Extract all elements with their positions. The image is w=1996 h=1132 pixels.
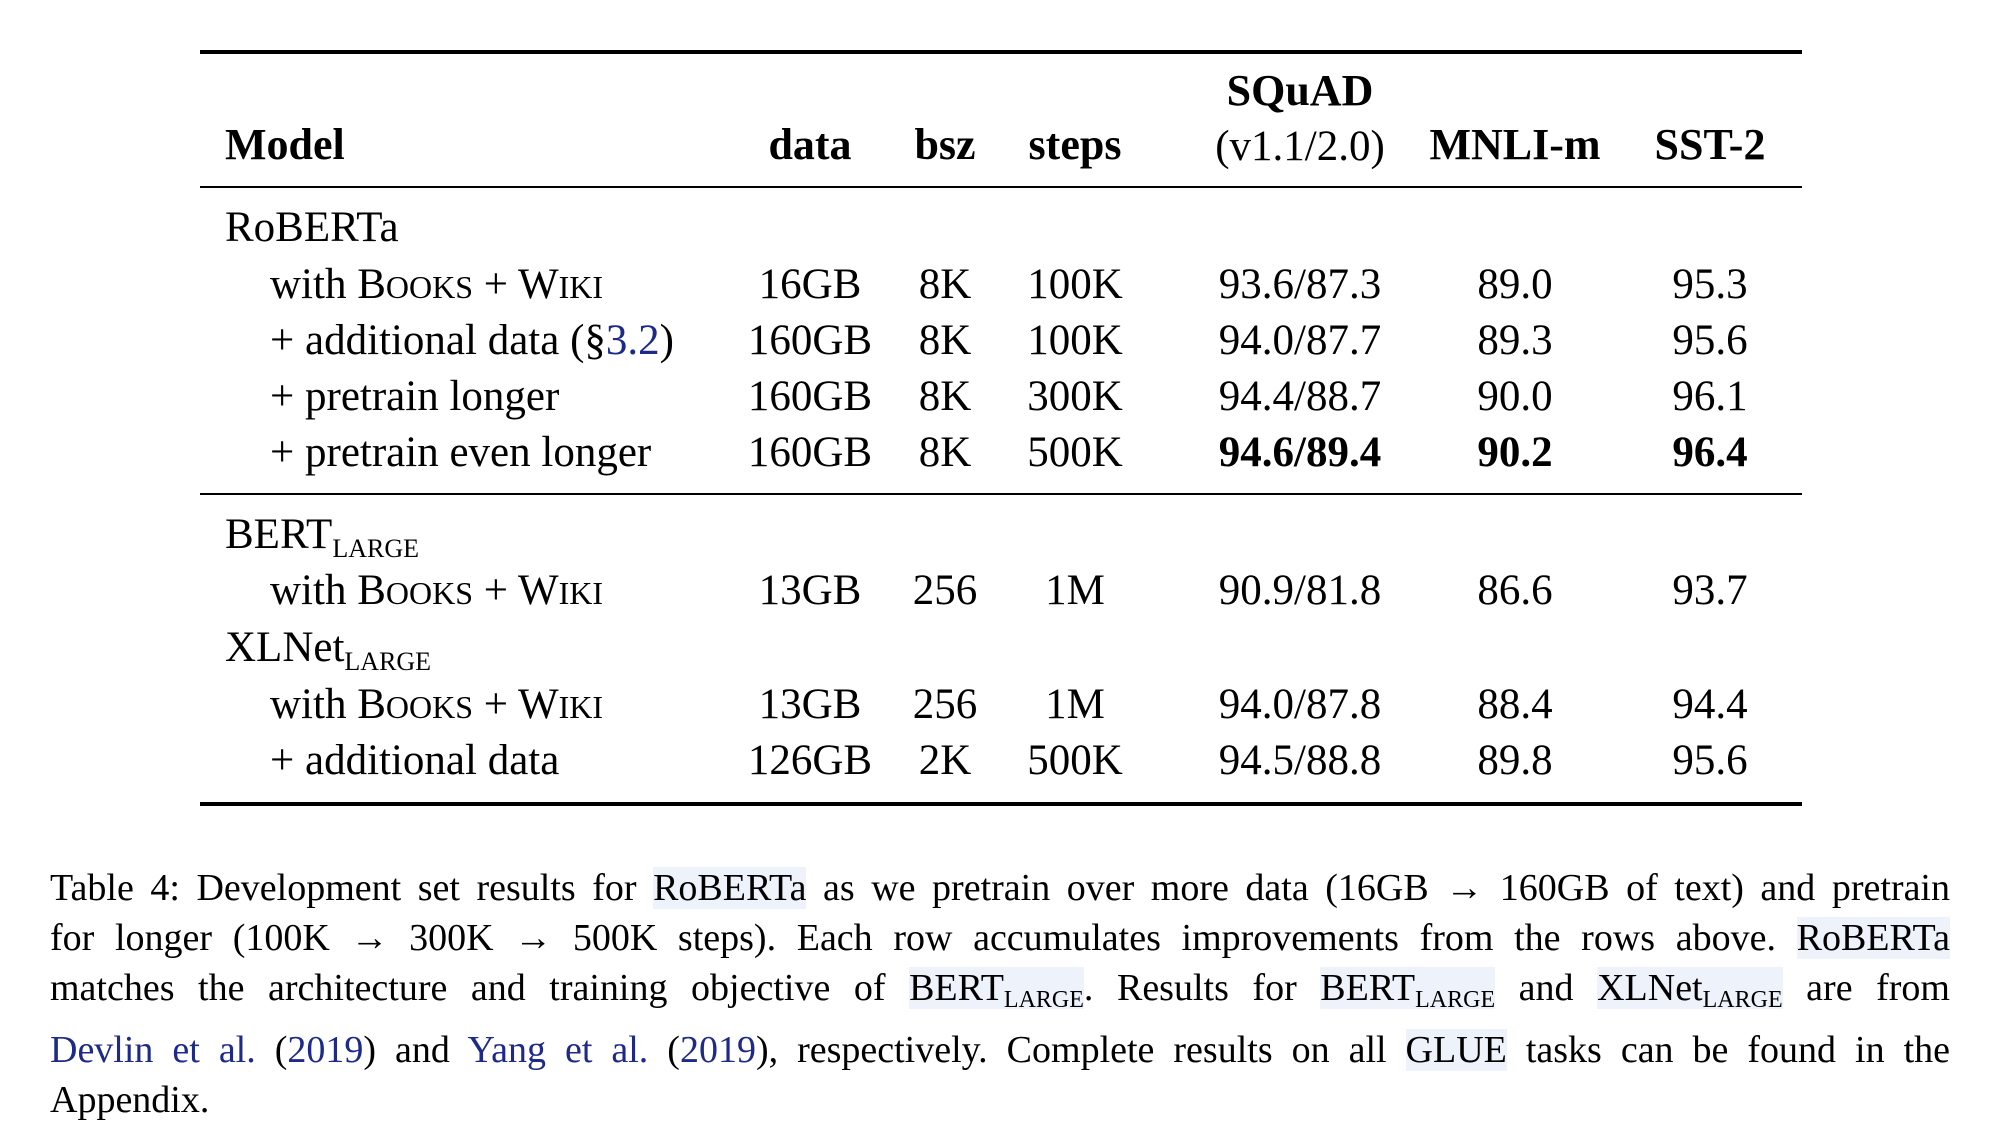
cell-steps: 100K (1027, 261, 1123, 308)
caption-line: matches the architecture and training ob… (50, 967, 1950, 1013)
header-squad: SQuAD (1226, 66, 1374, 115)
cell-data: 160GB (747, 317, 873, 364)
row-model: + pretrain longer (270, 373, 560, 420)
cell-sst: 96.1 (1672, 373, 1748, 420)
cell-bsz: 8K (918, 373, 972, 420)
cell-squad: 94.0/87.8 (1218, 681, 1382, 728)
header-data: data (768, 120, 852, 169)
header-sst: SST-2 (1654, 120, 1766, 169)
cell-mnli: 89.0 (1477, 261, 1553, 308)
yang-year-link[interactable]: 2019 (679, 1029, 756, 1071)
cell-squad: 93.6/87.3 (1218, 261, 1382, 308)
cell-bsz: 256 (912, 567, 978, 614)
cell-steps: 100K (1027, 317, 1123, 364)
devlin-year-link[interactable]: 2019 (287, 1029, 364, 1071)
bert-mention: BERTLARGE (909, 967, 1084, 1013)
top-rule (200, 50, 1802, 54)
xlnet-mention: XLNetLARGE (1597, 967, 1783, 1013)
cell-steps: 1M (1045, 681, 1105, 728)
caption-line: Table 4: Development set results for RoB… (50, 867, 1950, 909)
group-xlnet-large: XLNetLARGE (225, 624, 432, 676)
roberta-mention: RoBERTa (1796, 917, 1950, 959)
cell-sst-best: 96.4 (1672, 429, 1748, 476)
cell-squad: 94.5/88.8 (1218, 737, 1382, 784)
cell-sst: 95.3 (1672, 261, 1748, 308)
cell-bsz: 8K (918, 261, 972, 308)
row-model: + additional data (§3.2) (270, 317, 674, 364)
cell-steps: 500K (1027, 429, 1123, 476)
cell-mnli: 89.8 (1477, 737, 1553, 784)
header-bsz: bsz (914, 120, 976, 169)
cell-sst: 94.4 (1672, 681, 1748, 728)
glue-mention: GLUE (1405, 1029, 1507, 1071)
cell-mnli: 89.3 (1477, 317, 1553, 364)
cell-sst: 93.7 (1672, 567, 1748, 614)
bottom-rule (200, 802, 1802, 806)
caption-line: for longer (100K → 300K → 500K steps). E… (50, 917, 1950, 959)
cell-sst: 95.6 (1672, 737, 1748, 784)
header-mnli: MNLI-m (1429, 120, 1601, 169)
group-roberta: RoBERTa (225, 204, 399, 251)
bert-mention: BERTLARGE (1320, 967, 1496, 1013)
cell-mnli: 90.0 (1477, 373, 1553, 420)
cell-mnli: 86.6 (1477, 567, 1553, 614)
cell-bsz: 2K (918, 737, 972, 784)
devlin-citation-link[interactable]: Devlin et al. (50, 1029, 256, 1071)
row-model: with BOOKS + WIKI (270, 681, 604, 728)
header-steps: steps (1028, 120, 1122, 169)
header-squad-version: (v1.1/2.0) (1215, 123, 1385, 170)
cell-squad: 94.0/87.7 (1218, 317, 1382, 364)
row-model: + additional data (270, 737, 560, 784)
cell-data: 13GB (758, 681, 862, 728)
cell-bsz: 8K (918, 429, 972, 476)
table-caption: Table 4: Development set results for RoB… (50, 863, 1950, 1125)
group-rule (200, 493, 1802, 495)
row-model: + pretrain even longer (270, 429, 652, 476)
cell-data: 160GB (747, 429, 873, 476)
header-model: Model (225, 120, 345, 169)
cell-steps: 1M (1045, 567, 1105, 614)
cell-mnli: 88.4 (1477, 681, 1553, 728)
cell-squad-best: 94.6/89.4 (1218, 429, 1382, 476)
cell-data: 160GB (747, 373, 873, 420)
cell-data: 16GB (758, 261, 862, 308)
cell-data: 13GB (758, 567, 862, 614)
caption-line: Appendix. (50, 1079, 210, 1121)
cell-squad: 90.9/81.8 (1218, 567, 1382, 614)
cell-steps: 300K (1027, 373, 1123, 420)
row-model: with BOOKS + WIKI (270, 261, 604, 308)
cell-mnli-best: 90.2 (1477, 429, 1553, 476)
header-rule (200, 186, 1802, 188)
cell-data: 126GB (747, 737, 873, 784)
row-model: with BOOKS + WIKI (270, 567, 604, 614)
cell-bsz: 256 (912, 681, 978, 728)
roberta-mention: RoBERTa (653, 867, 807, 909)
cell-sst: 95.6 (1672, 317, 1748, 364)
cell-steps: 500K (1027, 737, 1123, 784)
cell-squad: 94.4/88.7 (1218, 373, 1382, 420)
yang-citation-link[interactable]: Yang et al. (467, 1029, 649, 1071)
section-link[interactable]: 3.2 (605, 317, 660, 364)
group-bert-large: BERTLARGE (225, 511, 419, 563)
caption-line: Devlin et al. (2019) and Yang et al. (20… (50, 1029, 1950, 1071)
cell-bsz: 8K (918, 317, 972, 364)
